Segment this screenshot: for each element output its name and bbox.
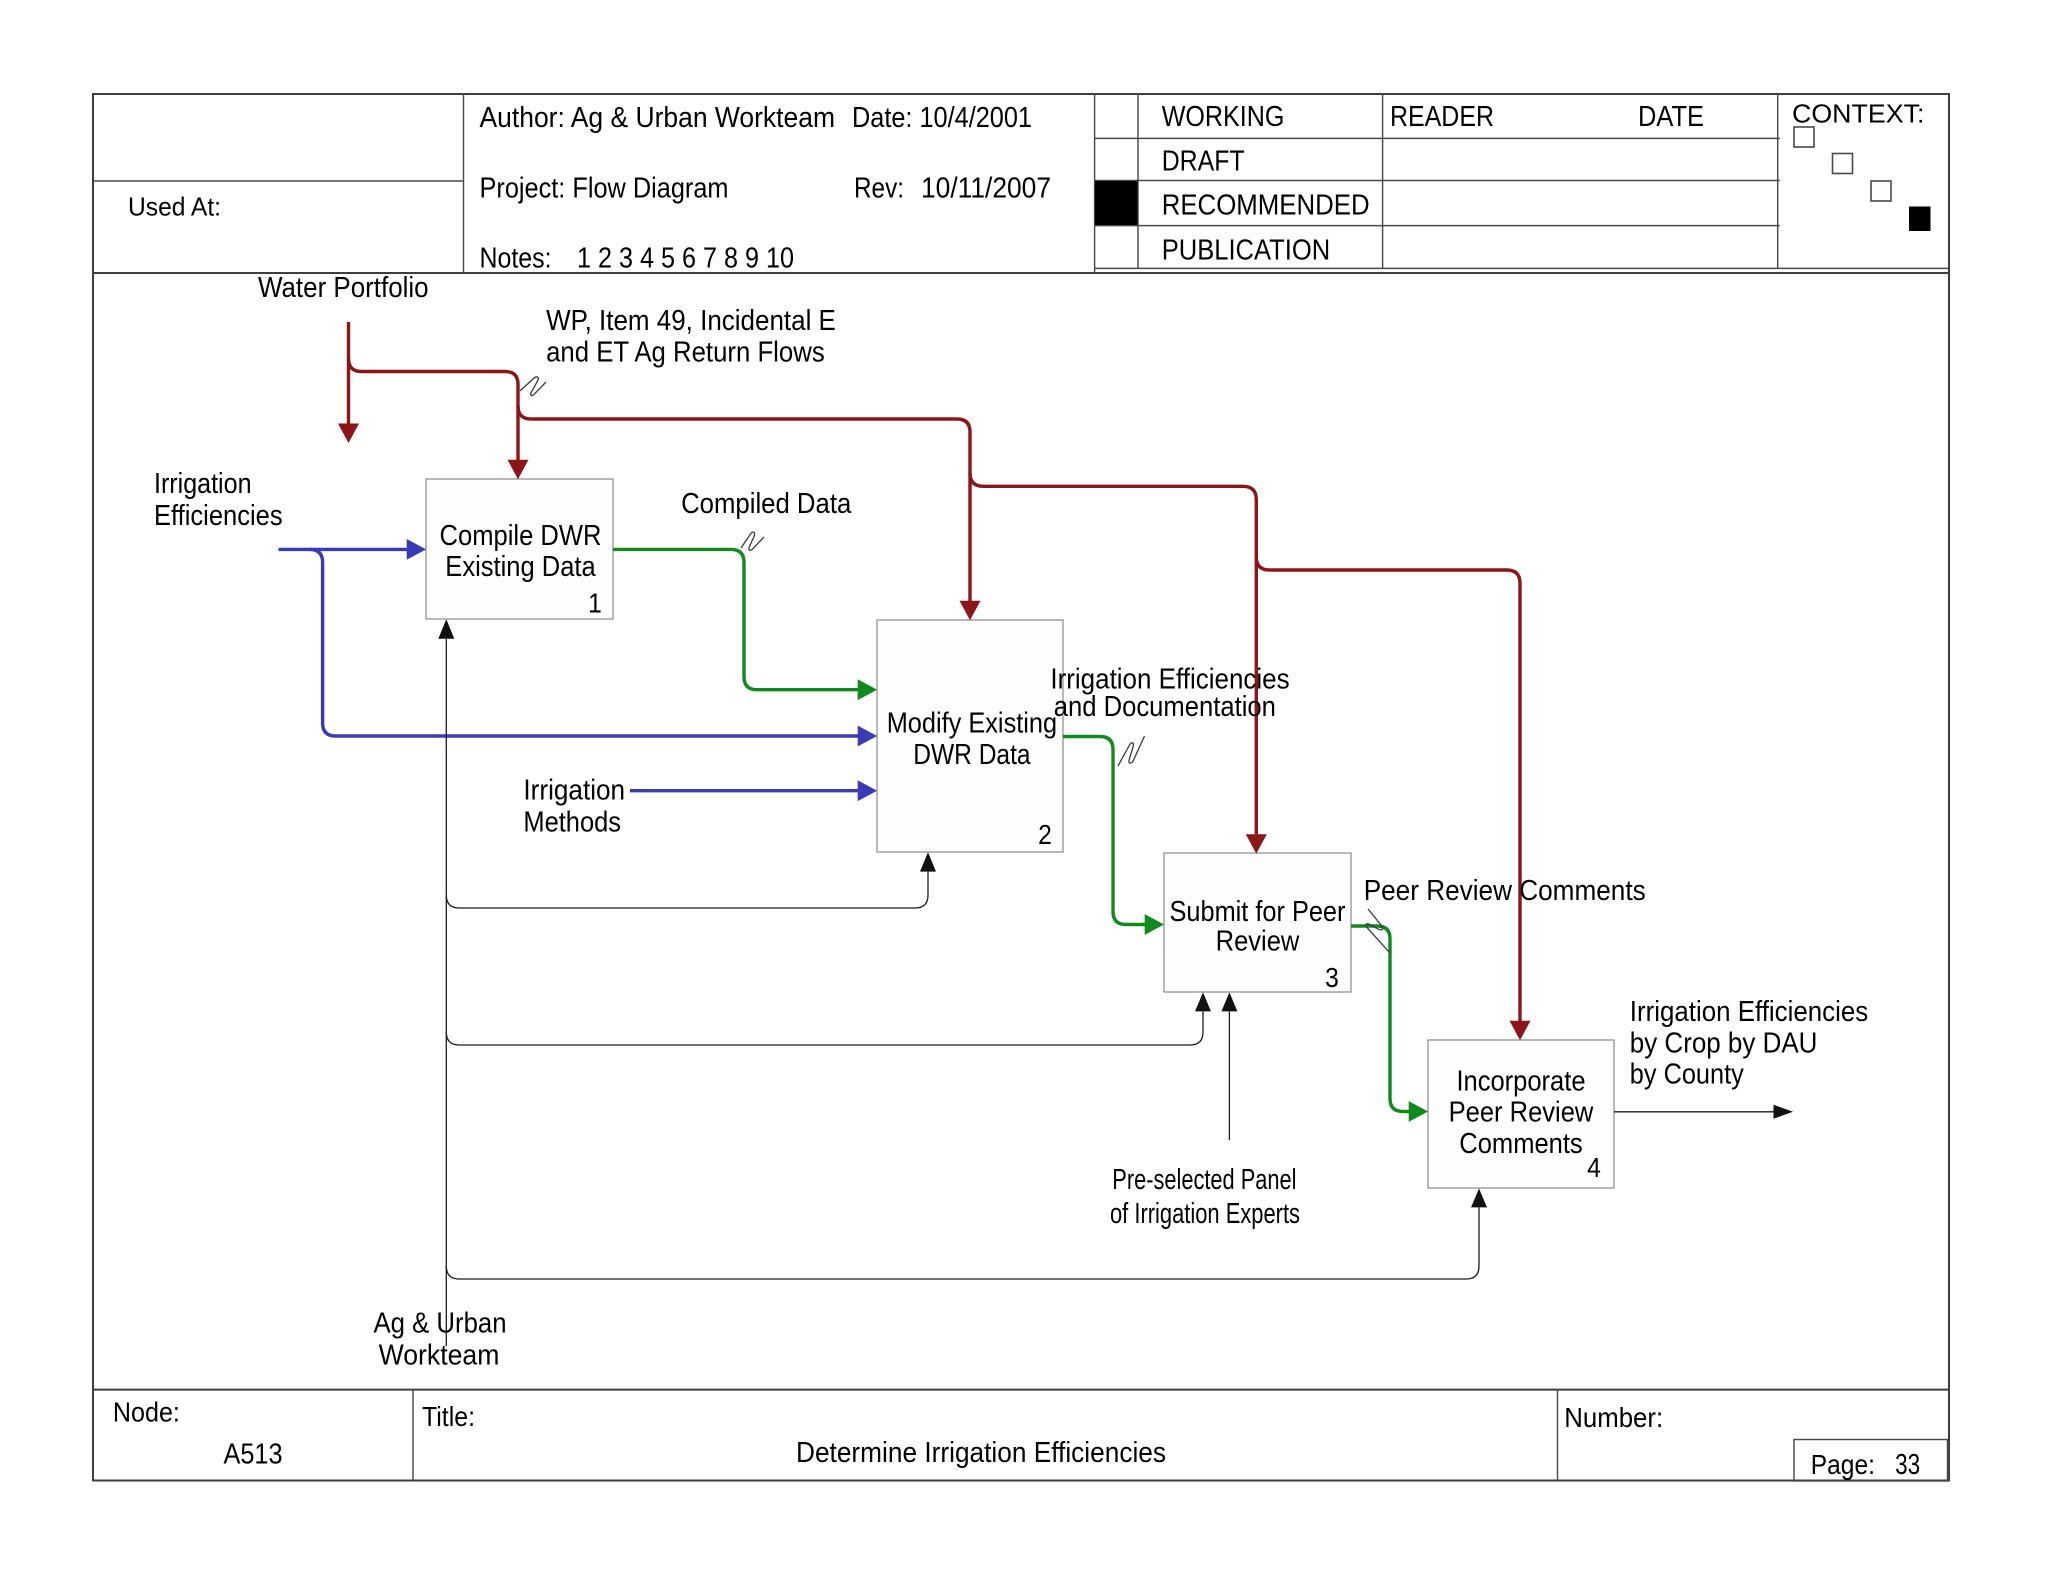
- svg-text:Efficiencies: Efficiencies: [154, 500, 283, 532]
- svg-text:Pre-selected Panel: Pre-selected Panel: [1112, 1164, 1296, 1196]
- svg-text:Project: Flow Diagram: Project: Flow Diagram: [480, 173, 729, 205]
- svg-text:Submit for Peer: Submit for Peer: [1170, 896, 1346, 928]
- svg-text:by Crop by DAU: by Crop by DAU: [1630, 1028, 1818, 1060]
- svg-text:by County: by County: [1630, 1059, 1744, 1091]
- svg-text:WP, Item 49, Incidental E: WP, Item 49, Incidental E: [546, 305, 836, 337]
- svg-text:1: 1: [588, 588, 602, 619]
- svg-text:Node:: Node:: [113, 1396, 180, 1427]
- svg-text:Irrigation Efficiencies: Irrigation Efficiencies: [1630, 996, 1868, 1028]
- svg-text:Comments: Comments: [1459, 1128, 1582, 1160]
- svg-text:Page:: Page:: [1811, 1449, 1875, 1480]
- svg-text:DRAFT: DRAFT: [1162, 146, 1245, 178]
- svg-text:Irrigation: Irrigation: [154, 468, 252, 500]
- svg-text:CONTEXT:: CONTEXT:: [1792, 100, 1924, 128]
- svg-text:Workteam: Workteam: [379, 1340, 500, 1372]
- svg-text:Notes:: Notes:: [480, 243, 552, 275]
- svg-text:Author: Ag & Urban Workteam: Author: Ag & Urban Workteam: [480, 102, 836, 134]
- svg-text:Irrigation Efficiencies: Irrigation Efficiencies: [1050, 664, 1289, 696]
- svg-text:Peer Review: Peer Review: [1449, 1097, 1595, 1129]
- svg-text:Date: 10/4/2001: Date: 10/4/2001: [852, 102, 1032, 134]
- svg-text:DWR Data: DWR Data: [913, 739, 1031, 771]
- svg-text:Review: Review: [1216, 925, 1301, 957]
- svg-text:Methods: Methods: [523, 806, 621, 838]
- svg-text:A513: A513: [224, 1439, 283, 1471]
- svg-text:10/11/2007: 10/11/2007: [921, 173, 1051, 205]
- svg-text:4: 4: [1587, 1152, 1601, 1183]
- svg-text:1 2 3 4 5 6 7 8 9 10: 1 2 3 4 5 6 7 8 9 10: [577, 243, 794, 275]
- svg-text:and Documentation: and Documentation: [1054, 691, 1276, 723]
- svg-text:READER: READER: [1390, 101, 1494, 133]
- svg-text:3: 3: [1325, 962, 1339, 993]
- svg-text:Ag & Urban: Ag & Urban: [373, 1308, 506, 1340]
- svg-text:Modify Existing: Modify Existing: [887, 708, 1057, 740]
- svg-text:Compiled Data: Compiled Data: [681, 488, 852, 520]
- svg-text:2: 2: [1038, 819, 1052, 850]
- svg-text:Compile DWR: Compile DWR: [440, 520, 602, 552]
- svg-text:and ET Ag Return Flows: and ET Ag Return Flows: [546, 337, 825, 369]
- svg-text:Number:: Number:: [1564, 1402, 1663, 1433]
- svg-text:RECOMMENDED: RECOMMENDED: [1162, 190, 1370, 222]
- svg-text:Irrigation: Irrigation: [523, 775, 625, 807]
- svg-text:Title:: Title:: [422, 1401, 475, 1432]
- svg-text:Determine Irrigation Efficienc: Determine Irrigation Efficiencies: [796, 1437, 1166, 1469]
- svg-text:Existing Data: Existing Data: [445, 551, 596, 583]
- svg-text:Peer Review Comments: Peer Review Comments: [1364, 875, 1646, 907]
- svg-text:Water Portfolio: Water Portfolio: [258, 272, 429, 304]
- svg-text:WORKING: WORKING: [1162, 101, 1285, 133]
- svg-text:33: 33: [1895, 1449, 1920, 1481]
- svg-text:Used At:: Used At:: [128, 192, 221, 222]
- svg-text:of Irrigation Experts: of Irrigation Experts: [1110, 1198, 1300, 1230]
- svg-text:Incorporate: Incorporate: [1456, 1065, 1585, 1097]
- svg-text:PUBLICATION: PUBLICATION: [1162, 235, 1331, 267]
- svg-text:DATE: DATE: [1638, 101, 1704, 133]
- svg-text:Rev:: Rev:: [854, 173, 904, 205]
